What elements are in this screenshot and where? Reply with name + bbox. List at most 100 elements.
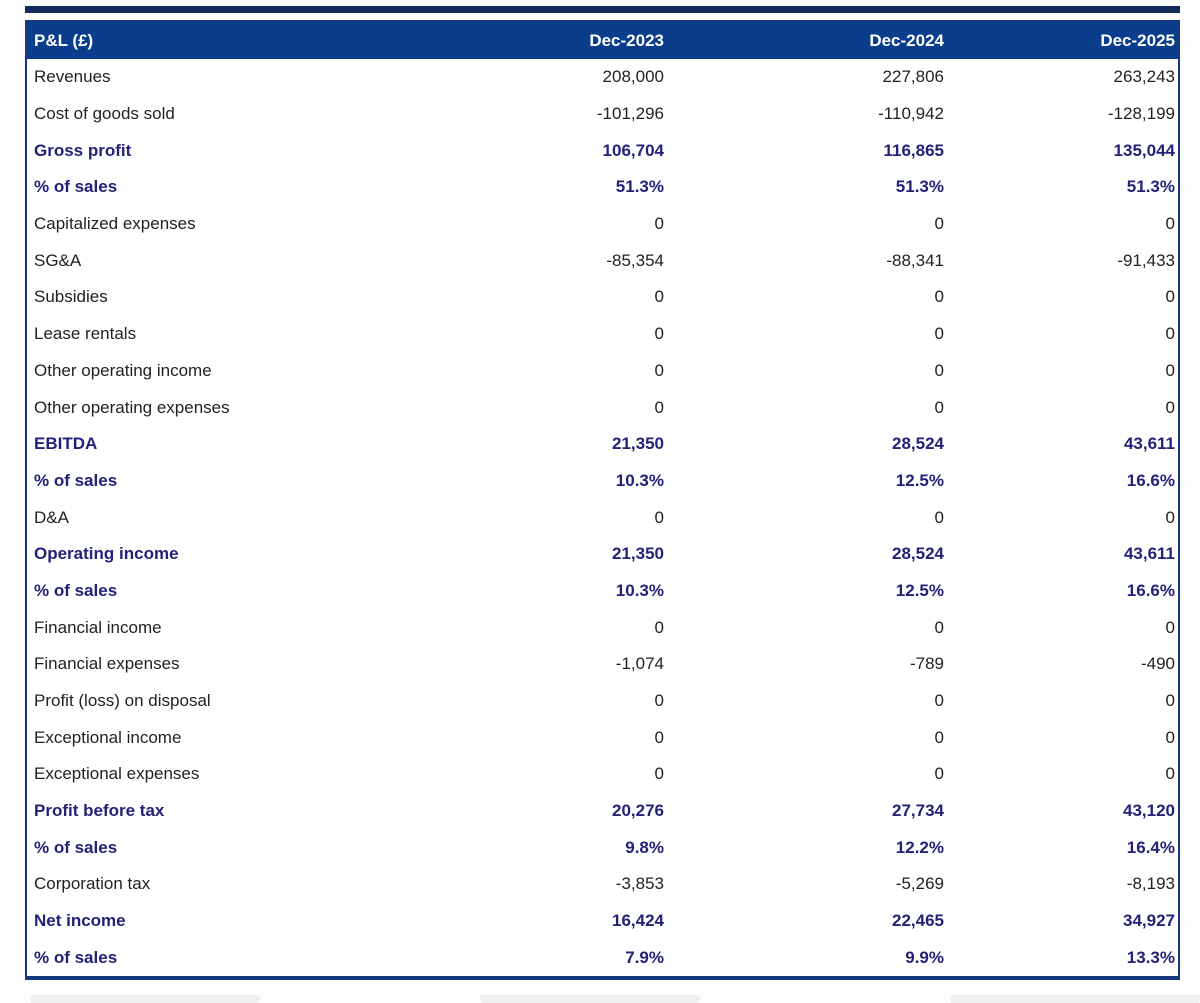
- row-label: Revenues: [34, 67, 111, 87]
- value-dec-2024: 9.9%: [905, 947, 944, 967]
- value-dec-2023: 9.8%: [625, 837, 664, 857]
- value-dec-2025: 263,243: [1113, 67, 1175, 87]
- value-dec-2023: 0: [654, 727, 664, 747]
- value-dec-2023: 0: [654, 507, 664, 527]
- value-dec-2024: 0: [934, 324, 944, 344]
- value-dec-2024: 227,806: [882, 67, 944, 87]
- value-dec-2024: 27,734: [892, 801, 944, 821]
- value-dec-2023: 51.3%: [615, 177, 664, 197]
- value-dec-2023: 10.3%: [615, 580, 664, 600]
- value-dec-2024: 0: [934, 764, 944, 784]
- value-dec-2024: 0: [934, 617, 944, 637]
- value-dec-2023: 21,350: [612, 434, 664, 454]
- value-dec-2025: 0: [1165, 214, 1175, 234]
- table-row: Financial income 0 0 0: [27, 609, 1178, 646]
- value-dec-2024: 116,865: [883, 140, 944, 160]
- value-dec-2023: 7.9%: [625, 947, 664, 967]
- value-dec-2024: 12.5%: [895, 580, 944, 600]
- row-label: Exceptional expenses: [34, 764, 200, 784]
- value-dec-2025: 13.3%: [1126, 947, 1175, 967]
- value-dec-2024: -789: [909, 654, 944, 674]
- value-dec-2024: -5,269: [895, 874, 944, 894]
- table-row: % of sales 10.3% 12.5% 16.6%: [27, 572, 1178, 610]
- row-label: % of sales: [34, 947, 118, 967]
- value-dec-2025: 43,120: [1123, 801, 1175, 821]
- value-dec-2023: 0: [654, 287, 664, 307]
- row-label: Cost of goods sold: [34, 104, 175, 124]
- table-row: Operating income 21,350 28,524 43,611: [27, 535, 1178, 573]
- table-row: Other operating expenses 0 0 0: [27, 389, 1178, 426]
- value-dec-2023: 106,704: [602, 140, 664, 160]
- table-row: % of sales 9.8% 12.2% 16.4%: [27, 829, 1178, 867]
- value-dec-2025: 51.3%: [1126, 177, 1175, 197]
- value-dec-2025: 135,044: [1113, 140, 1175, 160]
- value-dec-2024: 12.5%: [895, 470, 944, 490]
- table-row: Subsidies 0 0 0: [27, 279, 1178, 316]
- value-dec-2025: -128,199: [1107, 104, 1175, 124]
- value-dec-2025: 16.6%: [1126, 580, 1175, 600]
- table-row: EBITDA 21,350 28,524 43,611: [27, 425, 1178, 463]
- value-dec-2023: -85,354: [606, 250, 664, 270]
- value-dec-2024: 0: [934, 214, 944, 234]
- column-header-dec-2024: Dec-2024: [869, 30, 944, 50]
- value-dec-2024: 51.3%: [895, 177, 944, 197]
- value-dec-2025: 0: [1165, 617, 1175, 637]
- value-dec-2025: 0: [1165, 691, 1175, 711]
- table-row: Profit (loss) on disposal 0 0 0: [27, 682, 1178, 720]
- row-label: Net income: [34, 911, 126, 931]
- value-dec-2024: 22,465: [892, 911, 944, 931]
- row-label: Capitalized expenses: [34, 214, 196, 234]
- value-dec-2025: 43,611: [1123, 434, 1175, 454]
- row-label: Other operating expenses: [34, 397, 230, 417]
- row-label: Corporation tax: [34, 874, 151, 894]
- row-label: Financial expenses: [34, 654, 180, 674]
- value-dec-2024: 0: [934, 507, 944, 527]
- row-label: Profit (loss) on disposal: [34, 691, 211, 711]
- column-header-dec-2025: Dec-2025: [1100, 30, 1175, 50]
- row-label: % of sales: [34, 837, 118, 857]
- value-dec-2024: 0: [934, 397, 944, 417]
- table-row: SG&A -85,354 -88,341 -91,433: [27, 242, 1178, 280]
- table-row: % of sales 51.3% 51.3% 51.3%: [27, 169, 1178, 206]
- top-accent-bar: [25, 6, 1180, 13]
- row-label: % of sales: [34, 580, 118, 600]
- value-dec-2025: 0: [1165, 324, 1175, 344]
- value-dec-2023: 21,350: [612, 544, 664, 564]
- table-row: Financial expenses -1,074 -789 -490: [27, 646, 1178, 683]
- table-row: Gross profit 106,704 116,865 135,044: [27, 132, 1178, 170]
- value-dec-2024: 28,524: [892, 544, 944, 564]
- value-dec-2023: -1,074: [615, 654, 664, 674]
- value-dec-2024: 0: [934, 691, 944, 711]
- value-dec-2024: 12.2%: [895, 837, 944, 857]
- value-dec-2024: 0: [934, 287, 944, 307]
- value-dec-2025: 0: [1165, 727, 1175, 747]
- row-label: Financial income: [34, 617, 162, 637]
- table-header-row: P&L (£) Dec-2023 Dec-2024 Dec-2025: [27, 22, 1178, 59]
- cropped-artifact: [950, 995, 1200, 1003]
- value-dec-2024: 28,524: [892, 434, 944, 454]
- row-label: Exceptional income: [34, 727, 182, 747]
- value-dec-2025: -490: [1140, 654, 1175, 674]
- table-row: % of sales 10.3% 12.5% 16.6%: [27, 462, 1178, 500]
- value-dec-2025: 0: [1165, 397, 1175, 417]
- value-dec-2023: 0: [654, 691, 664, 711]
- value-dec-2024: 0: [934, 360, 944, 380]
- value-dec-2023: 10.3%: [615, 470, 664, 490]
- table-row: Corporation tax -3,853 -5,269 -8,193: [27, 866, 1178, 903]
- table-row: Revenues 208,000 227,806 263,243: [27, 59, 1178, 96]
- value-dec-2023: 20,276: [612, 801, 664, 821]
- value-dec-2023: 0: [654, 214, 664, 234]
- value-dec-2025: 0: [1165, 764, 1175, 784]
- value-dec-2023: 0: [654, 764, 664, 784]
- value-dec-2025: 16.4%: [1126, 837, 1175, 857]
- value-dec-2025: 16.6%: [1126, 470, 1175, 490]
- value-dec-2023: -3,853: [615, 874, 664, 894]
- table-row: Profit before tax 20,276 27,734 43,120: [27, 792, 1178, 830]
- value-dec-2025: 0: [1165, 287, 1175, 307]
- value-dec-2023: 0: [654, 617, 664, 637]
- row-label: Subsidies: [34, 287, 108, 307]
- table-body: Revenues 208,000 227,806 263,243 Cost of…: [27, 59, 1178, 977]
- table-row: Capitalized expenses 0 0 0: [27, 205, 1178, 243]
- value-dec-2025: 0: [1165, 507, 1175, 527]
